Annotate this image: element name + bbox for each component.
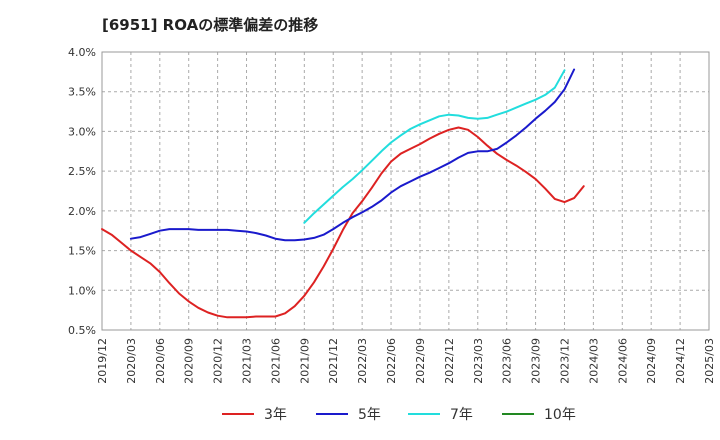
legend-label: 3年 — [264, 407, 287, 423]
x-tick-label: 2019/12 — [96, 338, 109, 384]
x-tick-label: 2022/06 — [385, 338, 398, 384]
legend: 3年 5年 7年 10年 — [222, 407, 576, 423]
x-tick-label: 2020/06 — [154, 338, 167, 384]
x-tick-label: 2020/03 — [125, 338, 138, 384]
y-axis-ticks: 0.5% 1.0% 1.5% 2.0% 2.5% 3.0% 3.5% 4.0% — [68, 46, 96, 337]
x-tick-label: 2020/12 — [212, 338, 225, 384]
y-tick-label: 4.0% — [68, 46, 96, 59]
legend-label: 10年 — [544, 407, 576, 423]
x-tick-label: 2023/12 — [558, 338, 571, 384]
legend-label: 7年 — [450, 407, 473, 423]
y-tick-label: 0.5% — [68, 324, 96, 337]
x-tick-label: 2021/12 — [327, 338, 340, 384]
chart-title: [6951] ROAの標準偏差の推移 — [102, 16, 318, 34]
x-tick-label: 2021/06 — [269, 338, 282, 384]
y-tick-label: 3.5% — [68, 86, 96, 99]
x-tick-label: 2022/09 — [414, 338, 427, 384]
x-tick-label: 2021/03 — [241, 338, 254, 384]
y-tick-label: 1.5% — [68, 245, 96, 258]
series-line-3年 — [101, 126, 585, 319]
legend-label: 5年 — [358, 407, 381, 423]
x-tick-label: 2025/03 — [703, 338, 716, 384]
y-tick-label: 1.0% — [68, 284, 96, 297]
x-tick-label: 2024/12 — [674, 338, 687, 384]
x-tick-label: 2020/09 — [183, 338, 196, 384]
series-layer — [101, 68, 585, 319]
x-tick-label: 2024/03 — [587, 338, 600, 384]
x-tick-label: 2024/06 — [616, 338, 629, 384]
x-tick-label: 2022/03 — [356, 338, 369, 384]
x-axis-ticks: 2019/12 2020/03 2020/06 2020/09 2020/12 2021/… — [96, 338, 716, 384]
y-tick-label: 2.0% — [68, 205, 96, 218]
x-tick-label: 2023/03 — [472, 338, 485, 384]
x-tick-label: 2023/09 — [530, 338, 543, 384]
x-tick-label: 2023/06 — [501, 338, 514, 384]
grid-layer — [101, 51, 710, 331]
series-line-5年 — [129, 68, 576, 242]
x-tick-label: 2022/12 — [443, 338, 456, 384]
x-tick-label: 2024/09 — [645, 338, 658, 384]
x-tick-label: 2021/09 — [298, 338, 311, 384]
y-tick-label: 2.5% — [68, 165, 96, 178]
y-tick-label: 3.0% — [68, 125, 96, 138]
series-line-7年 — [303, 69, 566, 224]
plot-area-border — [101, 51, 710, 331]
